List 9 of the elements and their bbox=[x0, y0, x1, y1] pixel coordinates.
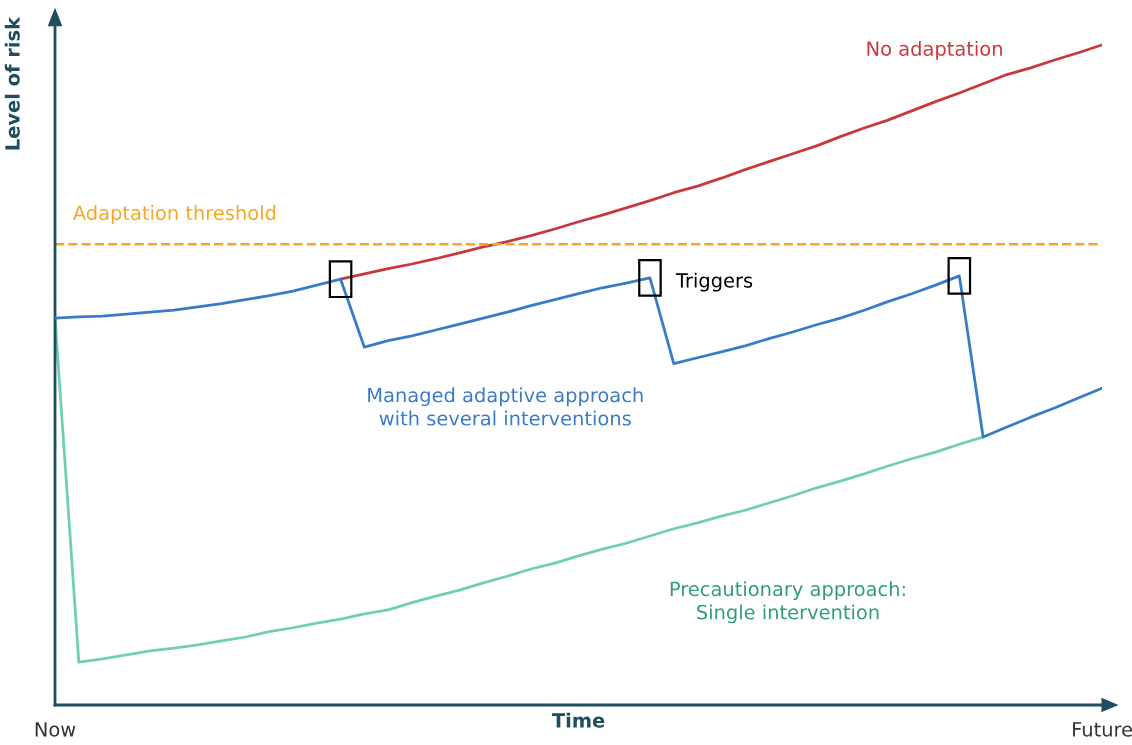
x-tick-label: Future bbox=[1073, 722, 1132, 737]
ref-line-label: Adaptation threshold bbox=[72, 205, 276, 224]
x-tick-label: Now bbox=[35, 722, 76, 737]
text: Precautionary approach: Single intervention bbox=[670, 581, 905, 624]
series-label: No adaptation bbox=[867, 40, 1002, 60]
x-axis-title: Time bbox=[551, 712, 605, 728]
text: Managed adaptive approach with several interventions bbox=[368, 387, 643, 426]
y-axis-title: Level of risk bbox=[4, 16, 20, 150]
annotation: Triggers bbox=[675, 272, 753, 292]
